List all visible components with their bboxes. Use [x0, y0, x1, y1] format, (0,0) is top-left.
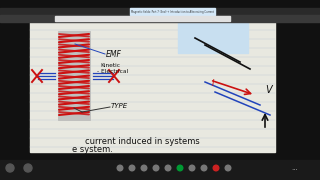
Circle shape	[165, 165, 171, 171]
Text: e system.: e system.	[72, 145, 113, 154]
Text: EMF: EMF	[106, 50, 122, 59]
Circle shape	[129, 165, 135, 171]
Bar	[58, 31, 90, 120]
Circle shape	[24, 164, 32, 172]
Circle shape	[201, 165, 207, 171]
Circle shape	[177, 165, 183, 171]
Bar	[0, 15, 320, 22]
Circle shape	[153, 165, 159, 171]
Bar	[0, 0, 320, 8]
Circle shape	[6, 164, 14, 172]
Text: Kinetic: Kinetic	[100, 62, 120, 68]
Text: current induced in systems: current induced in systems	[85, 138, 200, 147]
Circle shape	[141, 165, 147, 171]
Bar	[30, 22, 275, 152]
Bar	[55, 16, 230, 21]
Bar	[0, 160, 320, 180]
Circle shape	[213, 165, 219, 171]
Bar	[0, 8, 320, 15]
Text: V: V	[265, 85, 272, 95]
Bar	[130, 8, 215, 15]
Text: TYPE: TYPE	[111, 103, 128, 109]
Bar	[55, 28, 93, 123]
Circle shape	[117, 165, 123, 171]
Circle shape	[189, 165, 195, 171]
Text: - Electrical: - Electrical	[97, 69, 128, 73]
Circle shape	[225, 165, 231, 171]
Bar	[178, 15, 248, 53]
Text: Magnetic fields: Part 7 (End) + Introduction to Alternating Current: Magnetic fields: Part 7 (End) + Introduc…	[131, 10, 213, 14]
Text: I: I	[212, 78, 214, 87]
Text: ...: ...	[292, 165, 298, 171]
